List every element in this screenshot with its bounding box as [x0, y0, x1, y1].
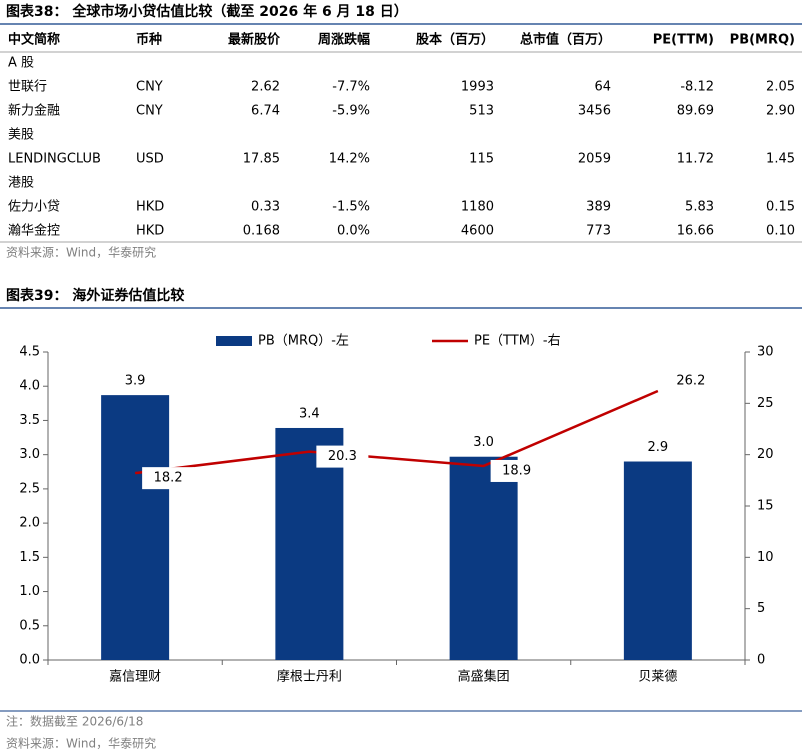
legend-swatch [216, 336, 252, 346]
y2-tick-label: 0 [757, 653, 765, 668]
y-tick-label: 3.5 [19, 413, 40, 428]
y2-tick-label: 20 [757, 447, 774, 462]
table-header-cell: 股本（百万） [416, 32, 494, 48]
table-section-label: 港股 [8, 176, 34, 191]
table-cell: 1.45 [766, 152, 795, 167]
table-cell: 1993 [461, 80, 494, 95]
bar-value-label: 2.9 [648, 440, 669, 455]
y2-tick-label: 5 [757, 601, 765, 616]
table-cell: 14.2% [329, 152, 370, 167]
table-section-label: 美股 [8, 128, 34, 143]
y2-tick-label: 30 [757, 345, 774, 360]
bar-value-label: 3.9 [125, 374, 146, 389]
table-cell: 89.69 [677, 104, 714, 119]
table-cell: 389 [586, 200, 611, 215]
table-cell: 佐力小贷 [8, 200, 60, 215]
table-header-cell: PE(TTM) [653, 33, 714, 48]
y-tick-label: 4.5 [19, 345, 40, 360]
table-cell: 0.0% [337, 224, 370, 239]
table-cell: 1180 [461, 200, 494, 215]
table-cell: 2.05 [766, 80, 795, 95]
line-value-label: 26.2 [676, 374, 705, 389]
line-value-label: 18.2 [154, 471, 183, 486]
x-tick-label: 摩根士丹利 [277, 669, 342, 685]
table-cell: -8.12 [680, 80, 714, 95]
table-cell: HKD [136, 200, 164, 215]
table-cell: 16.66 [677, 224, 714, 239]
x-tick-label: 高盛集团 [458, 669, 510, 685]
table-cell: 0.15 [766, 200, 795, 215]
table-header-cell: 最新股价 [228, 32, 281, 48]
y-tick-label: 4.0 [19, 379, 40, 394]
table-header-cell: 中文简称 [8, 32, 60, 48]
table-header-cell: 币种 [136, 32, 162, 48]
table-cell: 773 [586, 224, 611, 239]
table-cell: LENDINGCLUB [8, 152, 101, 167]
table-cell: USD [136, 152, 164, 167]
y-tick-label: 0.0 [19, 653, 40, 668]
line-value-label: 20.3 [328, 449, 357, 464]
table-cell: CNY [136, 104, 163, 119]
chart-title: 图表39： 海外证券估值比较 [6, 287, 184, 304]
bar-value-label: 3.0 [473, 435, 494, 450]
y-tick-label: 3.0 [19, 447, 40, 462]
table-cell: 0.33 [251, 200, 280, 215]
table-cell: CNY [136, 80, 163, 95]
table-cell: 64 [594, 80, 611, 95]
table-cell: 11.72 [677, 152, 714, 167]
y-tick-label: 1.0 [19, 584, 40, 599]
table-title: 图表38： 全球市场小贷估值比较（截至 2026 年 6 月 18 日） [6, 3, 408, 20]
bar [623, 461, 692, 660]
table-cell: 6.74 [251, 104, 280, 119]
table-cell: 世联行 [8, 80, 47, 95]
table-header-cell: 总市值（百万） [520, 32, 611, 48]
x-tick-label: 嘉信理财 [109, 670, 161, 685]
table-cell: 4600 [461, 224, 494, 239]
y2-tick-label: 25 [757, 396, 774, 411]
table-cell: 513 [469, 104, 494, 119]
table-header-cell: 周涨跌幅 [318, 32, 370, 48]
label-background [316, 445, 369, 468]
table-cell: 新力金融 [8, 103, 60, 119]
y2-tick-label: 15 [757, 499, 774, 514]
bar-value-label: 3.4 [299, 406, 320, 421]
table-source: 资料来源：Wind，华泰研究 [6, 245, 156, 260]
table-cell: 115 [469, 152, 494, 167]
bar [101, 395, 170, 660]
line-value-label: 18.9 [502, 463, 531, 478]
table-cell: 0.168 [243, 224, 280, 239]
label-background [490, 459, 543, 482]
table-cell: 2.90 [766, 104, 795, 119]
table-cell: 5.83 [685, 200, 714, 215]
y-tick-label: 2.5 [19, 481, 40, 496]
table-cell: 0.10 [766, 224, 795, 239]
table-cell: -7.7% [332, 80, 370, 95]
line [134, 389, 659, 475]
chart-source: 资料来源：Wind，华泰研究 [6, 736, 156, 751]
legend-label: PB（MRQ）-左 [258, 334, 349, 349]
table-cell: 瀚华金控 [8, 223, 60, 239]
y2-tick-label: 10 [757, 550, 774, 565]
table-cell: 3456 [578, 104, 611, 119]
x-tick-label: 贝莱德 [638, 670, 677, 685]
y-tick-label: 0.5 [19, 618, 40, 633]
note: 注：数据截至 2026/6/18 [6, 714, 143, 729]
y-tick-label: 1.5 [19, 550, 40, 565]
table-cell: 17.85 [243, 152, 280, 167]
table-cell: 2059 [578, 152, 611, 167]
table-cell: -1.5% [332, 200, 370, 215]
table-section-label: A 股 [8, 56, 34, 71]
table-cell: -5.9% [332, 104, 370, 119]
table-header-cell: PB(MRQ) [730, 33, 795, 48]
table-cell: HKD [136, 224, 164, 239]
table-cell: 2.62 [251, 80, 280, 95]
y-tick-label: 2.0 [19, 516, 40, 531]
legend-label: PE（TTM）-右 [474, 334, 561, 349]
bar [449, 456, 518, 660]
label-background [142, 467, 195, 490]
